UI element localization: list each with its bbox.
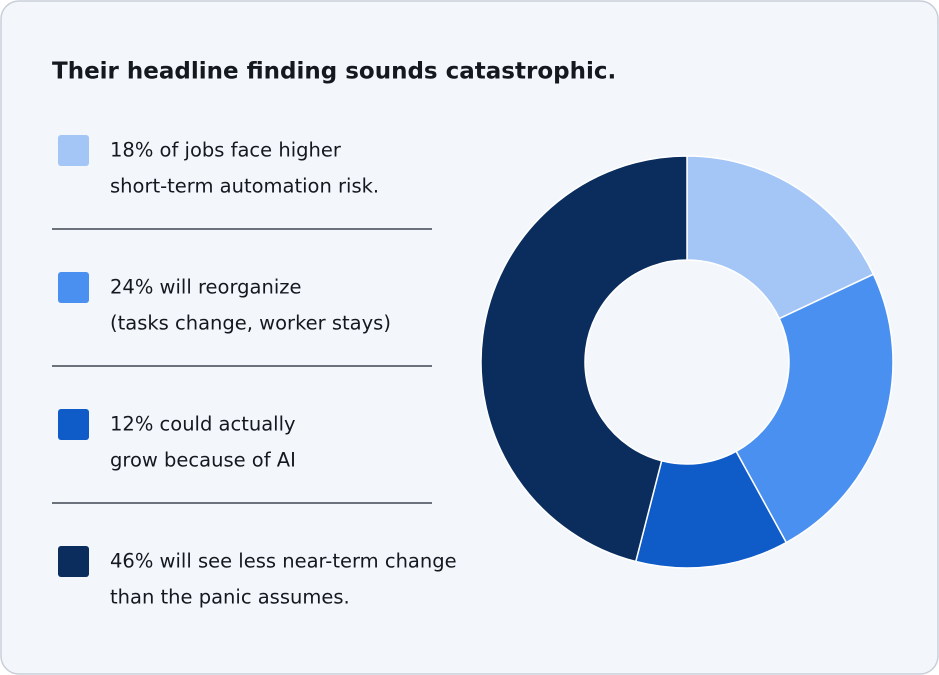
legend-label: 46% will see less near-term change xyxy=(110,550,457,573)
legend-swatch xyxy=(58,409,89,440)
legend-label: short-term automation risk. xyxy=(110,175,379,198)
donut-segment xyxy=(686,155,875,320)
legend-swatch xyxy=(58,546,89,577)
legend-swatch xyxy=(58,272,89,303)
chart-title: Their headline finding sounds catastroph… xyxy=(52,59,616,85)
legend-label: (tasks change, worker stays) xyxy=(110,312,391,335)
donut-segment xyxy=(480,155,688,563)
legend-label: 18% of jobs face higher xyxy=(110,139,342,162)
legend-label: than the panic assumes. xyxy=(110,586,350,609)
legend-label: grow because of AI xyxy=(110,449,296,472)
donut-segment xyxy=(735,273,894,544)
legend-swatch xyxy=(58,135,89,166)
legend-label: 12% could actually xyxy=(110,413,296,436)
legend-label: 24% will reorganize xyxy=(110,276,301,299)
